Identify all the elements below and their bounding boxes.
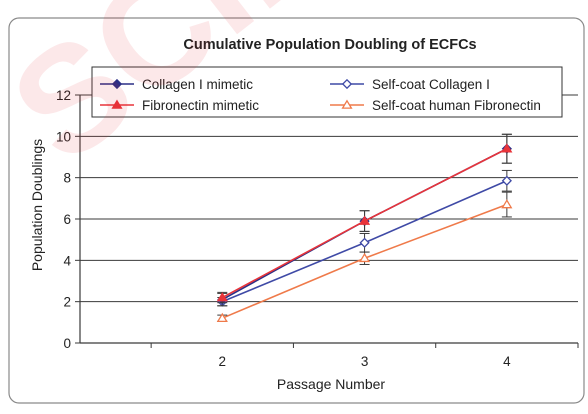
legend-label: Collagen I mimetic (142, 77, 253, 92)
data-point (501, 175, 512, 186)
legend-swatch-marker (341, 99, 353, 109)
x-tick-label: 2 (219, 354, 227, 369)
y-tick-label: 4 (63, 253, 71, 268)
y-tick-label: 10 (56, 129, 71, 144)
data-point (216, 312, 228, 323)
legend-entry: Fibronectin mimetic (100, 98, 259, 113)
data-point (216, 292, 228, 302)
y-tick-label: 12 (56, 88, 71, 103)
series-self-coat-human-fibronectin (216, 191, 513, 323)
legend-label: Fibronectin mimetic (142, 98, 259, 113)
legend-label: Self-coat human Fibronectin (372, 98, 541, 113)
data-point (359, 237, 370, 248)
legend-box (91, 66, 563, 118)
y-tick-label: 6 (63, 212, 71, 227)
legend-entry: Collagen I mimetic (100, 77, 253, 92)
legend-swatch-marker (111, 99, 123, 109)
y-tick-label: 2 (63, 295, 71, 310)
data-point (359, 215, 371, 225)
x-tick-label: 3 (361, 354, 369, 369)
legend-swatch-marker (341, 78, 353, 90)
y-tick-label: 0 (63, 336, 71, 351)
x-axis-label: Passage Number (277, 376, 386, 392)
axis-layer: 0 2 4 6 8 10 12 2 3 4 (56, 88, 579, 369)
series-fibronectin-mimetic (216, 133, 513, 304)
legend: Collagen I mimetic Self-coat Collagen I Fi… (91, 66, 563, 118)
data-point (501, 143, 513, 153)
chart-title: Cumulative Population Doubling of ECFCs (183, 37, 476, 53)
y-axis-label: Population Doublings (29, 139, 45, 271)
legend-entry: Self-coat Collagen I (330, 77, 490, 92)
series-layer (216, 133, 513, 323)
x-tick-label: 4 (503, 354, 511, 369)
legend-label: Self-coat Collagen I (372, 77, 490, 92)
legend-entry: Self-coat human Fibronectin (330, 98, 541, 113)
data-point (501, 199, 513, 209)
legend-swatch-marker (111, 78, 123, 90)
y-tick-label: 8 (63, 171, 71, 186)
data-point (359, 252, 371, 263)
